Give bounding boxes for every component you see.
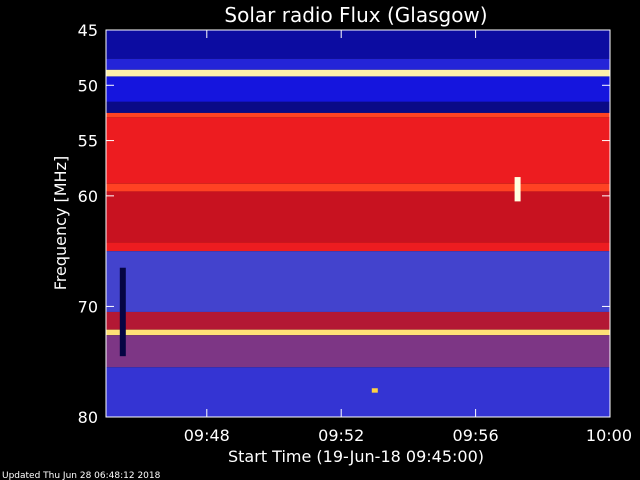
frequency-band-6 <box>106 117 610 184</box>
frequency-band-0 <box>106 30 610 59</box>
frequency-band-1 <box>106 58 610 70</box>
frequency-band-9 <box>106 242 610 252</box>
y-tick-label-3: 60 <box>78 187 98 206</box>
x-tick-label-2: 09:56 <box>453 426 499 445</box>
frequency-band-3 <box>106 76 610 102</box>
frequency-band-5 <box>106 112 610 118</box>
frequency-band-4 <box>106 101 610 113</box>
frequency-band-14 <box>106 367 610 417</box>
burst-0 <box>514 177 521 202</box>
chart-title: Solar radio Flux (Glasgow) <box>224 3 487 27</box>
y-tick-label-5: 80 <box>78 408 98 427</box>
y-tick-label-1: 50 <box>78 76 98 95</box>
frequency-band-12 <box>106 329 610 336</box>
frequency-band-2 <box>106 69 610 77</box>
x-tick-label-1: 09:52 <box>318 426 364 445</box>
x-tick-label-0: 09:48 <box>184 426 230 445</box>
y-axis-label: Frequency [MHz] <box>51 156 70 290</box>
y-tick-label-0: 45 <box>78 21 98 40</box>
x-axis-label: Start Time (19-Jun-18 09:45:00) <box>228 447 484 466</box>
plot-frame <box>105 29 611 418</box>
axes: 45 50 55 60 70 80 09:48 09:52 09:56 10:00 <box>78 21 632 445</box>
updated-timestamp: Updated Thu Jun 28 06:48:12 2018 <box>2 471 161 480</box>
frequency-band-7 <box>106 183 610 192</box>
burst-2 <box>371 388 378 393</box>
spectrogram-plot <box>106 30 610 417</box>
frequency-band-11 <box>106 311 610 330</box>
y-tick-label-4: 70 <box>78 297 98 316</box>
y-tick-label-2: 55 <box>78 132 98 151</box>
frequency-band-13 <box>106 335 610 368</box>
frequency-band-10 <box>106 251 610 312</box>
frequency-band-8 <box>106 191 610 243</box>
x-tick-label-3: 10:00 <box>586 426 632 445</box>
burst-1 <box>119 267 126 357</box>
